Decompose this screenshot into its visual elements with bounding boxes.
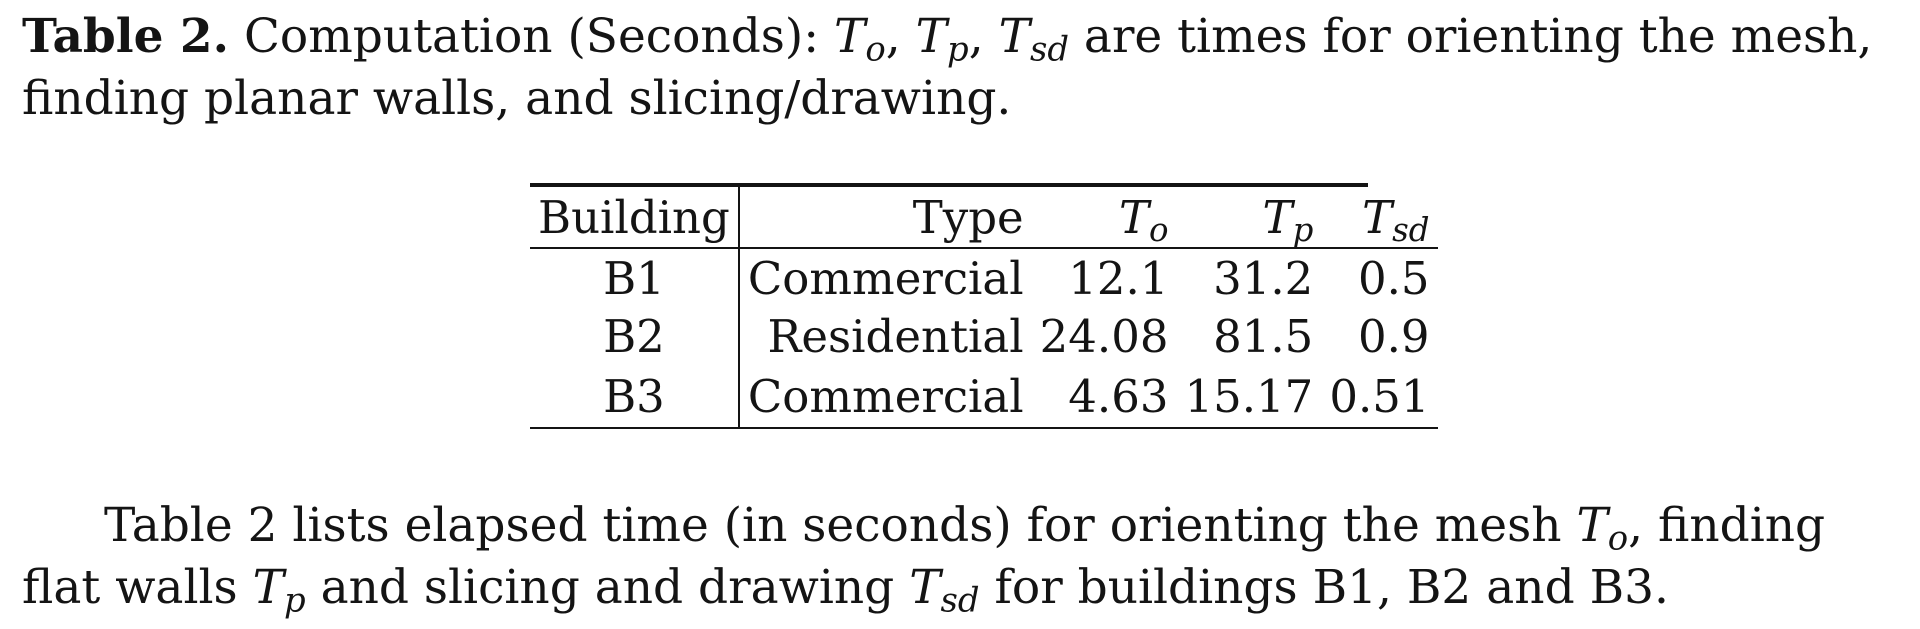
header-t-p: Tp xyxy=(1176,187,1322,249)
cell-building: B2 xyxy=(530,307,740,365)
cell-type: Commercial xyxy=(747,251,1024,305)
cell-type: Residential xyxy=(767,309,1024,363)
cell-t-o: 24.08 xyxy=(1039,309,1169,363)
cell-building: B3 xyxy=(530,365,740,429)
caption-comma: , xyxy=(885,9,901,64)
symbol-t-p: Tp xyxy=(252,560,306,620)
caption-description: are times for orienting the mesh, findin… xyxy=(22,9,1873,126)
caption-comma: , xyxy=(968,9,984,64)
header-t-o: To xyxy=(1031,187,1177,249)
symbol-t-sd: Tsd xyxy=(909,560,980,620)
cell-type: Commercial xyxy=(738,365,1032,429)
table-row: B3 Commercial 4.63 15.17 0.51 xyxy=(530,365,1438,429)
table-caption: Table 2. Computation (Seconds): To, Tp, … xyxy=(22,6,1902,130)
header-building: Building xyxy=(530,187,740,249)
header-t-sd: Tsd xyxy=(1321,187,1438,249)
symbol-t-o: To xyxy=(1576,498,1629,558)
cell-building: B1 xyxy=(530,248,740,307)
table-row: B1 Commercial 12.1 31.2 0.5 xyxy=(530,248,1438,307)
results-table-wrapper: Building Type To Tp Tsd B1 Commercial 12… xyxy=(530,183,1438,429)
paragraph-part-3: and slicing and drawing xyxy=(320,560,895,615)
paragraph-part-4: for buildings B1, B2 and B3. xyxy=(994,560,1669,615)
computation-times-table: Building Type To Tp Tsd B1 Commercial 12… xyxy=(530,187,1438,429)
symbol-t-sd: Tsd xyxy=(998,9,1069,69)
symbol-t-p: Tp xyxy=(915,9,969,69)
cell-t-o: 12.1 xyxy=(1068,251,1169,305)
table-top-double-rule xyxy=(530,183,1368,187)
paragraph-part-2: , finding flat walls xyxy=(22,498,1826,615)
cell-t-p: 15.17 xyxy=(1176,365,1322,429)
cell-t-sd: 0.5 xyxy=(1357,251,1430,305)
paragraph-part-1: Table 2 lists elapsed time (in seconds) … xyxy=(104,498,1562,553)
cell-t-p: 31.2 xyxy=(1213,251,1314,305)
symbol-t-o: To xyxy=(834,9,886,69)
cell-t-o: 4.63 xyxy=(1031,365,1177,429)
header-type: Type xyxy=(738,187,1032,249)
cell-t-sd: 0.51 xyxy=(1321,365,1438,429)
caption-label: Table 2. xyxy=(22,9,229,64)
table-header-row: Building Type To Tp Tsd xyxy=(530,187,1438,249)
table-row: B2 Residential 24.08 81.5 0.9 xyxy=(530,307,1438,365)
cell-t-sd: 0.9 xyxy=(1357,309,1430,363)
cell-t-p: 81.5 xyxy=(1213,309,1314,363)
caption-intro: Computation (Seconds): xyxy=(243,9,820,64)
body-paragraph: Table 2 lists elapsed time (in seconds) … xyxy=(22,495,1902,619)
